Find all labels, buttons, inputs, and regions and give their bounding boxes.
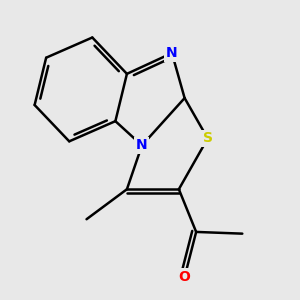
Text: N: N — [166, 46, 178, 60]
Text: S: S — [203, 131, 213, 146]
Text: O: O — [179, 270, 190, 284]
Text: N: N — [136, 138, 148, 152]
